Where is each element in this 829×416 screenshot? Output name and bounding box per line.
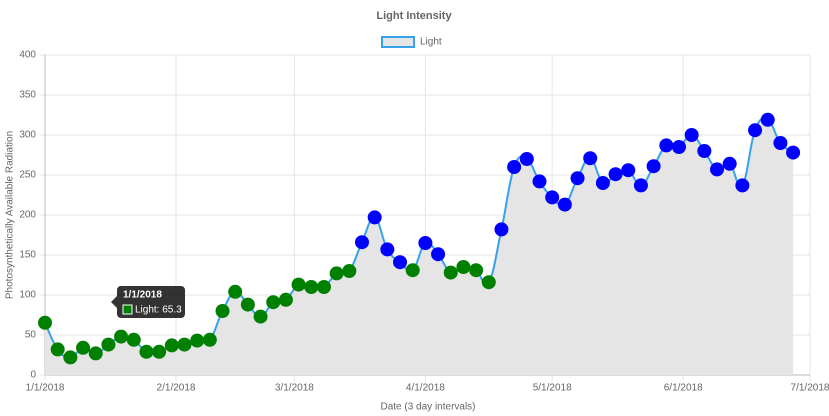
tooltip: 1/1/2018 Light: 65.3	[111, 286, 185, 318]
point	[405, 263, 420, 278]
point	[266, 295, 281, 310]
point	[114, 329, 129, 344]
x-tick-label: 6/1/2018	[664, 383, 703, 394]
point	[190, 333, 205, 348]
point	[545, 190, 560, 205]
point	[786, 145, 801, 160]
point	[684, 128, 699, 142]
point	[215, 304, 230, 318]
point	[659, 138, 674, 153]
point	[126, 332, 141, 347]
point	[228, 284, 243, 299]
point	[202, 332, 217, 347]
point	[63, 350, 78, 365]
point	[557, 197, 572, 212]
point	[456, 260, 471, 274]
point	[304, 280, 319, 294]
tooltip-title: 1/1/2018	[123, 290, 162, 301]
point	[633, 178, 648, 193]
x-tick-label: 1/1/2018	[26, 383, 65, 394]
point	[342, 264, 357, 278]
y-tick-label: 300	[19, 130, 36, 141]
point	[101, 337, 116, 352]
point	[431, 247, 446, 262]
y-tick-label: 150	[19, 250, 36, 261]
point	[646, 159, 661, 174]
tooltip-swatch	[122, 304, 133, 315]
point	[481, 275, 496, 290]
point	[418, 236, 433, 250]
point	[316, 280, 331, 294]
point	[164, 338, 179, 353]
point	[621, 163, 636, 178]
legend-label: Light	[420, 37, 442, 48]
x-tick-label: 2/1/2018	[157, 383, 196, 394]
x-tick-label: 7/1/2018	[791, 383, 829, 394]
point	[88, 346, 103, 361]
point	[354, 235, 369, 250]
point	[278, 292, 293, 307]
point	[570, 171, 585, 186]
y-tick-label: 200	[19, 210, 36, 221]
y-tick-label: 100	[19, 290, 36, 301]
point	[139, 344, 154, 359]
point	[595, 176, 610, 190]
x-axis-label: Date (3 day intervals)	[380, 402, 475, 413]
tooltip-label: Light: 65.3	[135, 305, 182, 316]
point	[329, 266, 344, 281]
point	[697, 144, 712, 158]
y-tick-label: 350	[19, 90, 36, 101]
point	[722, 156, 737, 171]
point	[152, 344, 167, 359]
point	[760, 112, 775, 127]
point	[583, 151, 598, 166]
point	[367, 210, 382, 225]
point	[671, 140, 686, 154]
point	[519, 152, 534, 166]
point	[469, 263, 484, 278]
y-tick-label: 50	[25, 330, 37, 341]
y-axis-label: Photosynthetically Available Radiation	[5, 131, 16, 299]
point	[494, 222, 509, 237]
x-tick-label: 4/1/2018	[406, 383, 445, 394]
point	[393, 255, 408, 270]
point	[443, 265, 458, 280]
point	[710, 162, 725, 177]
legend-swatch	[381, 36, 415, 48]
chart-title: Light Intensity	[376, 10, 452, 22]
point	[76, 340, 91, 355]
point	[253, 309, 268, 324]
point	[177, 337, 192, 352]
point	[291, 277, 306, 292]
point	[735, 178, 750, 193]
point	[240, 297, 255, 312]
y-tick-label: 250	[19, 170, 36, 181]
y-tick-label: 0	[30, 370, 36, 381]
point	[532, 174, 547, 189]
x-tick-label: 5/1/2018	[533, 383, 572, 394]
point	[38, 315, 52, 330]
point	[50, 342, 65, 357]
y-tick-label: 400	[19, 50, 36, 61]
area	[45, 118, 794, 376]
point	[380, 242, 395, 257]
point	[608, 167, 623, 182]
x-tick-label: 3/1/2018	[275, 383, 314, 394]
point	[507, 160, 522, 174]
point	[773, 136, 788, 150]
point	[748, 123, 763, 138]
